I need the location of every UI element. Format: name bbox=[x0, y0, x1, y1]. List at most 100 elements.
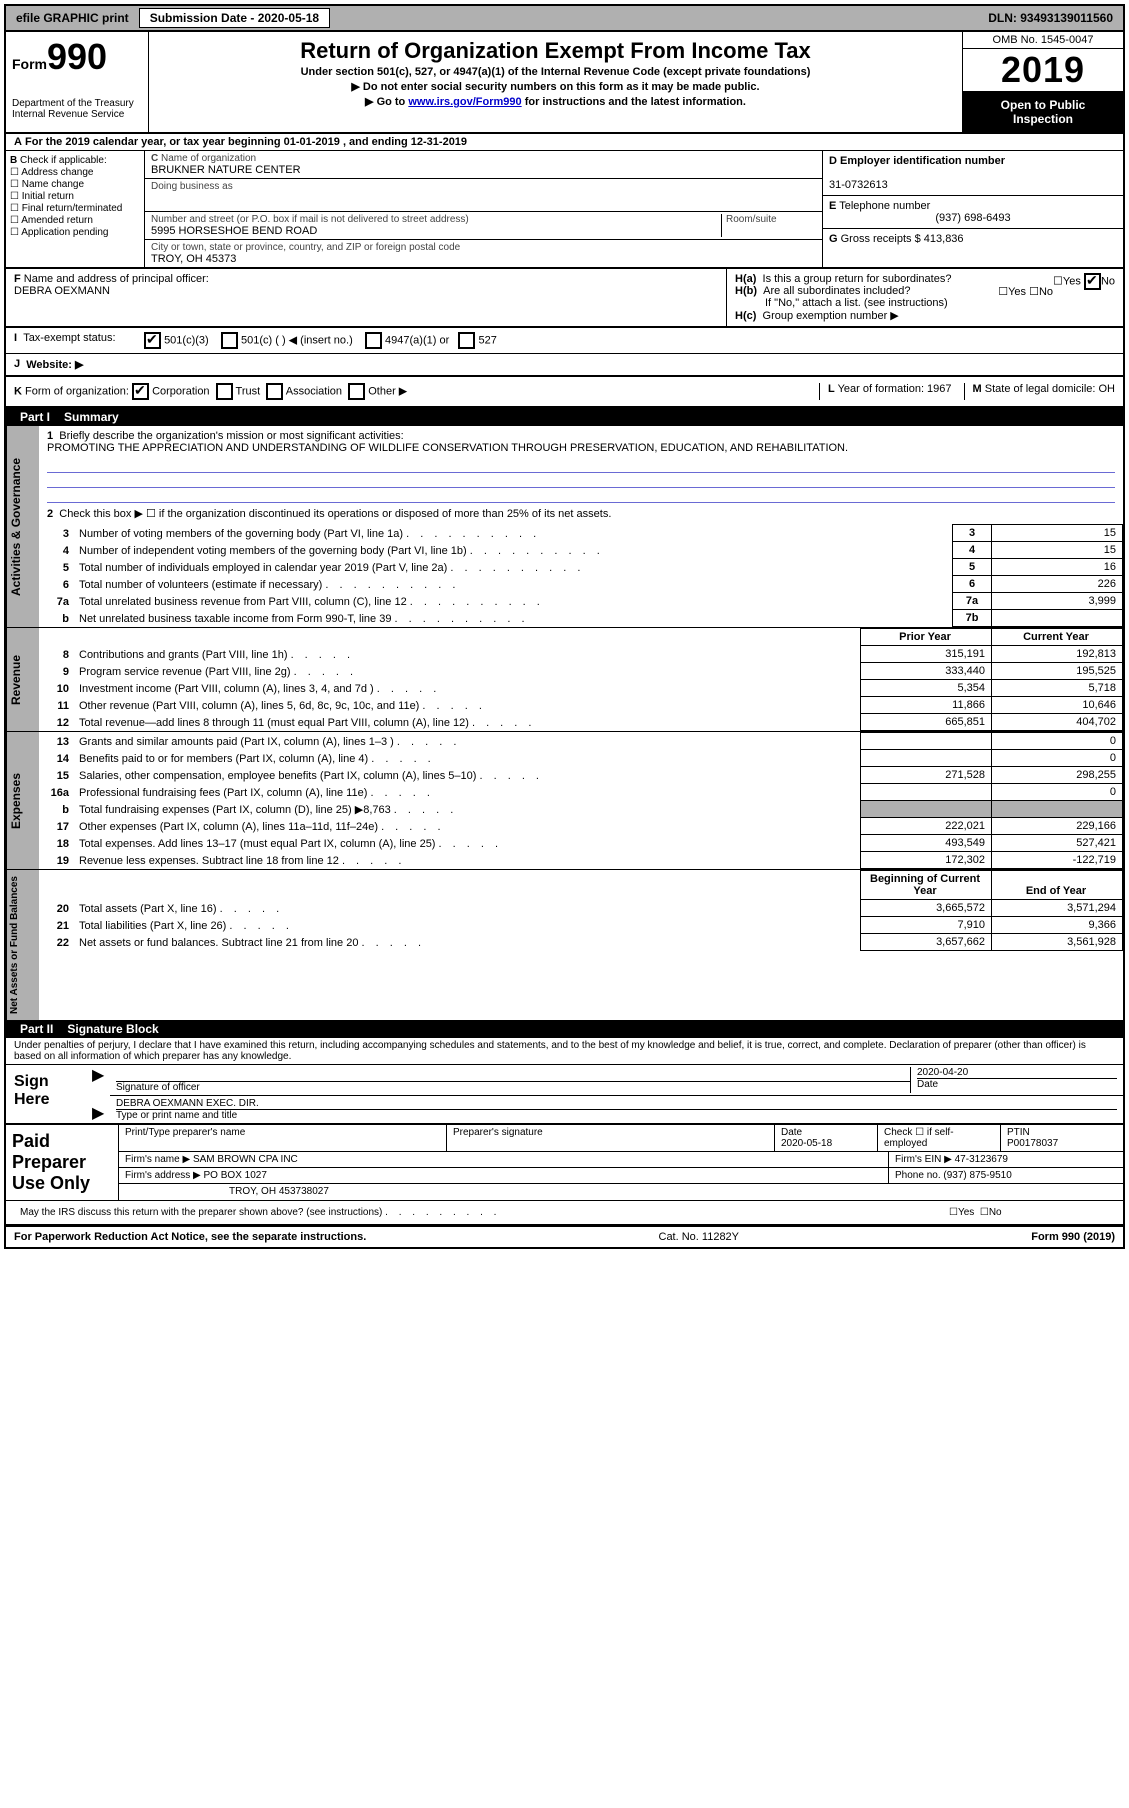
discuss-yes[interactable]: Yes bbox=[958, 1207, 974, 1218]
irs-label: Internal Revenue Service bbox=[12, 109, 142, 120]
chk-corp[interactable] bbox=[132, 383, 149, 400]
tax-year: 2019 bbox=[963, 49, 1123, 92]
mission-text: PROMOTING THE APPRECIATION AND UNDERSTAN… bbox=[47, 442, 848, 454]
part-1-tag: Part I bbox=[14, 410, 56, 424]
room-label: Room/suite bbox=[726, 214, 777, 225]
ha-no-checkbox[interactable] bbox=[1084, 273, 1101, 290]
eoy-header: End of Year bbox=[992, 871, 1123, 900]
firm-addr-1: PO BOX 1027 bbox=[204, 1170, 267, 1181]
chk-amended[interactable]: ☐ Amended return bbox=[10, 215, 140, 226]
prep-sig-label: Preparer's signature bbox=[447, 1125, 775, 1151]
officer-label: Name and address of principal officer: bbox=[24, 273, 209, 285]
table-row: 17 Other expenses (Part IX, column (A), … bbox=[39, 818, 1123, 835]
chk-assoc[interactable] bbox=[266, 383, 283, 400]
firm-phone-value: (937) 875-9510 bbox=[943, 1170, 1011, 1181]
addr-label: Number and street (or P.O. box if mail i… bbox=[151, 214, 469, 225]
dept-treasury: Department of the Treasury bbox=[12, 98, 142, 109]
table-row: 12 Total revenue—add lines 8 through 11 … bbox=[39, 714, 1123, 731]
hc-text: Group exemption number ▶ bbox=[763, 310, 899, 322]
part-1-title: Summary bbox=[56, 410, 119, 424]
part-2-tag: Part II bbox=[14, 1022, 59, 1036]
city-label: City or town, state or province, country… bbox=[151, 242, 816, 253]
dba-label: Doing business as bbox=[151, 181, 233, 209]
declaration-text: Under penalties of perjury, I declare th… bbox=[6, 1038, 1123, 1065]
chk-4947[interactable] bbox=[365, 332, 382, 349]
hb-note: If "No," attach a list. (see instruction… bbox=[735, 297, 1115, 309]
k-label: Form of organization: bbox=[25, 385, 129, 397]
self-employed-check[interactable]: Check ☐ if self-employed bbox=[878, 1125, 1001, 1151]
firm-name-value: SAM BROWN CPA INC bbox=[193, 1154, 298, 1165]
firm-addr-2: TROY, OH 453738027 bbox=[119, 1184, 1123, 1199]
chk-final[interactable]: ☐ Final return/terminated bbox=[10, 203, 140, 214]
hb-text: Are all subordinates included? bbox=[763, 285, 910, 297]
firm-name-label: Firm's name ▶ bbox=[125, 1154, 190, 1165]
footer-catno: Cat. No. 11282Y bbox=[366, 1231, 1031, 1243]
table-row: 21 Total liabilities (Part X, line 26) .… bbox=[39, 917, 1123, 934]
form-990-page: efile GRAPHIC print Submission Date - 20… bbox=[4, 4, 1125, 1249]
gross-value: 413,836 bbox=[924, 233, 964, 245]
chk-527[interactable] bbox=[458, 332, 475, 349]
chk-initial[interactable]: ☐ Initial return bbox=[10, 191, 140, 202]
table-row: 14 Benefits paid to or for members (Part… bbox=[39, 750, 1123, 767]
prior-year-header: Prior Year bbox=[861, 629, 992, 646]
header-mid: Return of Organization Exempt From Incom… bbox=[149, 32, 962, 132]
table-row: 15 Salaries, other compensation, employe… bbox=[39, 767, 1123, 784]
chk-pending[interactable]: ☐ Application pending bbox=[10, 227, 140, 238]
chk-501c3[interactable] bbox=[144, 332, 161, 349]
irs-link[interactable]: www.irs.gov/Form990 bbox=[408, 96, 521, 108]
org-city: TROY, OH 45373 bbox=[151, 253, 816, 265]
netassets-table: Beginning of Current Year End of Year 20… bbox=[39, 870, 1123, 951]
form-title: Return of Organization Exempt From Incom… bbox=[157, 38, 954, 64]
discuss-no[interactable]: No bbox=[989, 1207, 1002, 1218]
discuss-text: May the IRS discuss this return with the… bbox=[14, 1205, 943, 1220]
sig-date-value: 2020-04-20 bbox=[917, 1067, 1117, 1078]
period-text: For the 2019 calendar year, or tax year … bbox=[25, 136, 467, 148]
chk-501c[interactable] bbox=[221, 332, 238, 349]
section-j: J Website: ▶ bbox=[6, 354, 1123, 377]
table-row: 3 Number of voting members of the govern… bbox=[39, 525, 1123, 542]
chk-name[interactable]: ☐ Name change bbox=[10, 179, 140, 190]
omb-number: OMB No. 1545-0047 bbox=[963, 32, 1123, 49]
table-row: 13 Grants and similar amounts paid (Part… bbox=[39, 733, 1123, 750]
footer-left: For Paperwork Reduction Act Notice, see … bbox=[14, 1231, 366, 1243]
form-word: Form bbox=[12, 56, 47, 72]
sign-here-block: Sign Here ▶▶ Signature of officer 2020-0… bbox=[6, 1065, 1123, 1123]
table-row: 18 Total expenses. Add lines 13–17 (must… bbox=[39, 835, 1123, 852]
ein-label: Employer identification number bbox=[840, 155, 1005, 167]
sig-date-label: Date bbox=[917, 1078, 1117, 1090]
gross-label: Gross receipts $ bbox=[841, 233, 921, 245]
chk-other[interactable] bbox=[348, 383, 365, 400]
table-row: 19 Revenue less expenses. Subtract line … bbox=[39, 852, 1123, 869]
vlabel-netassets: Net Assets or Fund Balances bbox=[6, 870, 39, 1020]
firm-ein-label: Firm's EIN ▶ bbox=[895, 1154, 952, 1165]
part-2-title: Signature Block bbox=[59, 1022, 158, 1036]
prep-date-value: 2020-05-18 bbox=[781, 1138, 832, 1149]
efile-label: efile GRAPHIC print bbox=[10, 9, 135, 27]
tax-period: A For the 2019 calendar year, or tax yea… bbox=[6, 134, 1123, 151]
chk-trust[interactable] bbox=[216, 383, 233, 400]
phone-value: (937) 698-6493 bbox=[829, 212, 1117, 224]
officer-printed-name: DEBRA OEXMANN EXEC. DIR. bbox=[116, 1098, 1117, 1109]
open-inspection: Open to Public Inspection bbox=[963, 92, 1123, 132]
table-row: 6 Total number of volunteers (estimate i… bbox=[39, 576, 1123, 593]
firm-ein-value: 47-3123679 bbox=[955, 1154, 1008, 1165]
table-row: b Total fundraising expenses (Part IX, c… bbox=[39, 801, 1123, 818]
website-label: Website: ▶ bbox=[26, 358, 83, 371]
section-deg: D Employer identification number 31-0732… bbox=[822, 151, 1123, 267]
part-1-header: Part I Summary bbox=[6, 408, 1123, 426]
table-row: 4 Number of independent voting members o… bbox=[39, 542, 1123, 559]
info-block: B Check if applicable: ☐ Address change … bbox=[6, 151, 1123, 269]
header-right: OMB No. 1545-0047 2019 Open to Public In… bbox=[962, 32, 1123, 132]
subtitle-1: Under section 501(c), 527, or 4947(a)(1)… bbox=[157, 66, 954, 78]
netassets-section: Net Assets or Fund Balances Beginning of… bbox=[6, 869, 1123, 1020]
firm-addr-label: Firm's address ▶ bbox=[125, 1170, 201, 1181]
section-fh: F Name and address of principal officer:… bbox=[6, 269, 1123, 328]
table-row: 16a Professional fundraising fees (Part … bbox=[39, 784, 1123, 801]
prep-date-label: Date bbox=[781, 1127, 802, 1138]
footer-right: Form 990 (2019) bbox=[1031, 1231, 1115, 1243]
revenue-table: Prior Year Current Year 8 Contributions … bbox=[39, 628, 1123, 731]
chk-address[interactable]: ☐ Address change bbox=[10, 167, 140, 178]
c-name-label: Name of organization bbox=[161, 153, 256, 164]
tax-status-label: Tax-exempt status: bbox=[23, 332, 115, 344]
goto-pre: Go to bbox=[377, 96, 409, 108]
